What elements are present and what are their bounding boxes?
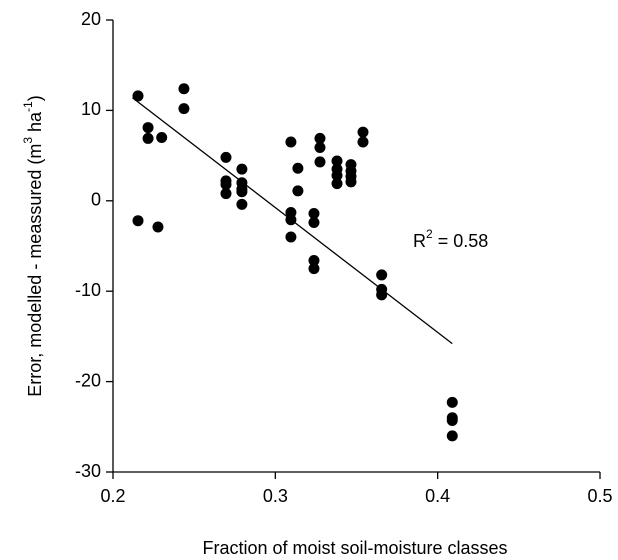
point — [357, 136, 369, 148]
y-tick-label: -30 — [75, 461, 101, 481]
x-axis-label: Fraction of moist soil-moisture classes — [202, 538, 507, 558]
point — [285, 214, 297, 226]
label-part: ha — [25, 111, 45, 137]
point — [132, 90, 144, 102]
x-tick-label: 0.3 — [263, 486, 288, 506]
point — [331, 169, 343, 181]
point — [446, 414, 458, 426]
y-tick-label: 0 — [91, 190, 101, 210]
annotation-part: R — [413, 231, 426, 251]
point — [142, 132, 154, 144]
point — [308, 207, 320, 219]
annotation-part: = 0.58 — [433, 231, 489, 251]
superscript: 3 — [21, 137, 35, 144]
point — [178, 83, 190, 95]
point — [314, 132, 326, 144]
point — [178, 103, 190, 115]
point — [331, 155, 343, 167]
point — [156, 132, 168, 144]
point — [308, 254, 320, 266]
superscript: 2 — [426, 227, 433, 241]
point — [357, 126, 369, 138]
y-axis-label: Error, modelled - meassured (m3 ha-1) — [21, 95, 45, 396]
superscript: -1 — [21, 101, 35, 112]
point — [142, 122, 154, 134]
point — [376, 269, 388, 281]
point — [285, 231, 297, 243]
y-tick-label: 10 — [81, 99, 101, 119]
x-tick-label: 0.5 — [587, 486, 612, 506]
point — [292, 162, 304, 174]
point — [285, 136, 297, 148]
point — [314, 156, 326, 168]
point — [236, 198, 248, 210]
point — [446, 396, 458, 408]
point — [345, 176, 357, 188]
point — [236, 163, 248, 175]
point — [376, 289, 388, 301]
label-part: Error, modelled - meassured (m — [25, 144, 45, 397]
point — [308, 263, 320, 275]
point — [292, 185, 304, 197]
point — [331, 178, 343, 190]
x-tick-label: 0.4 — [425, 486, 450, 506]
point — [220, 179, 232, 191]
x-tick-label: 0.2 — [100, 486, 125, 506]
point — [308, 216, 320, 228]
point — [152, 221, 164, 233]
label-part: ) — [25, 95, 45, 101]
y-tick-label: 20 — [81, 9, 101, 29]
y-tick-label: -10 — [75, 280, 101, 300]
point — [220, 188, 232, 200]
point — [236, 186, 248, 198]
point — [220, 151, 232, 163]
y-tick-label: -20 — [75, 370, 101, 390]
annotation: R2 = 0.58 — [413, 227, 488, 251]
point — [132, 215, 144, 227]
point — [446, 430, 458, 442]
point — [314, 141, 326, 153]
